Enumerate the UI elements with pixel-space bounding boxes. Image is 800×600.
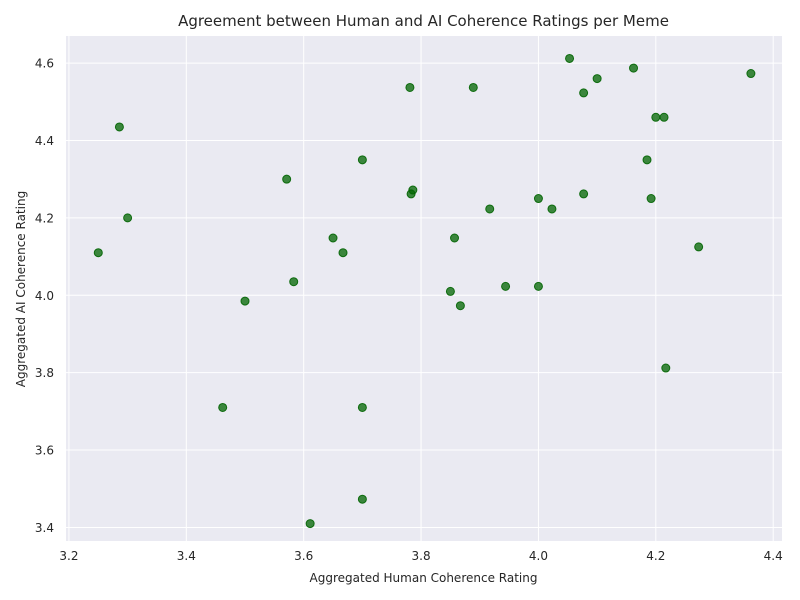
data-point [579,189,589,199]
data-point [533,194,543,204]
data-point [468,82,478,92]
x-tick-label: 3.6 [294,549,313,563]
y-tick-label: 4.2 [35,211,54,225]
data-points [93,53,756,529]
data-point [694,242,704,252]
data-point [240,296,250,306]
data-point [565,53,575,63]
data-point [629,63,639,73]
x-axis-label: Aggregated Human Coherence Rating [310,571,538,585]
y-tick-label: 3.4 [35,521,54,535]
data-point [533,281,543,291]
data-point [579,88,589,98]
plot-area [66,36,782,541]
data-point [123,213,133,223]
data-point [338,248,348,258]
x-tick-label: 4.4 [764,549,783,563]
x-tick-label: 3.4 [177,549,196,563]
x-tick-label: 4.0 [529,549,548,563]
x-tick-labels: 3.2 3.4 3.6 3.8 4.0 4.2 4.4 [59,549,782,563]
data-point [651,112,661,122]
x-tick-label: 4.2 [646,549,665,563]
data-point [592,74,602,84]
data-point [485,204,495,214]
data-point [218,402,228,412]
data-point [547,204,557,214]
x-tick-label: 3.8 [412,549,431,563]
data-point [357,494,367,504]
data-point [659,112,669,122]
data-point [305,519,315,529]
y-tick-label: 4.6 [35,57,54,71]
data-point [642,155,652,165]
y-tick-label: 3.8 [35,366,54,380]
data-point [328,233,338,243]
y-tick-label: 3.6 [35,444,54,458]
data-point [408,185,418,195]
data-point [289,277,299,287]
y-axis-label: Aggregated AI Coherence Rating [14,191,28,387]
data-point [661,363,671,373]
data-point [746,69,756,79]
data-point [282,174,292,184]
data-point [114,122,124,132]
data-point [450,233,460,243]
data-point [445,286,455,296]
data-point [93,248,103,258]
data-point [357,402,367,412]
data-point [501,281,511,291]
data-point [455,301,465,311]
data-point [357,155,367,165]
chart-title: Agreement between Human and AI Coherence… [178,12,669,30]
y-tick-label: 4.0 [35,289,54,303]
y-tick-label: 4.4 [35,134,54,148]
data-point [405,82,415,92]
y-tick-labels: 3.4 3.6 3.8 4.0 4.2 4.4 4.6 [35,57,54,535]
x-tick-label: 3.2 [59,549,78,563]
data-point [646,194,656,204]
